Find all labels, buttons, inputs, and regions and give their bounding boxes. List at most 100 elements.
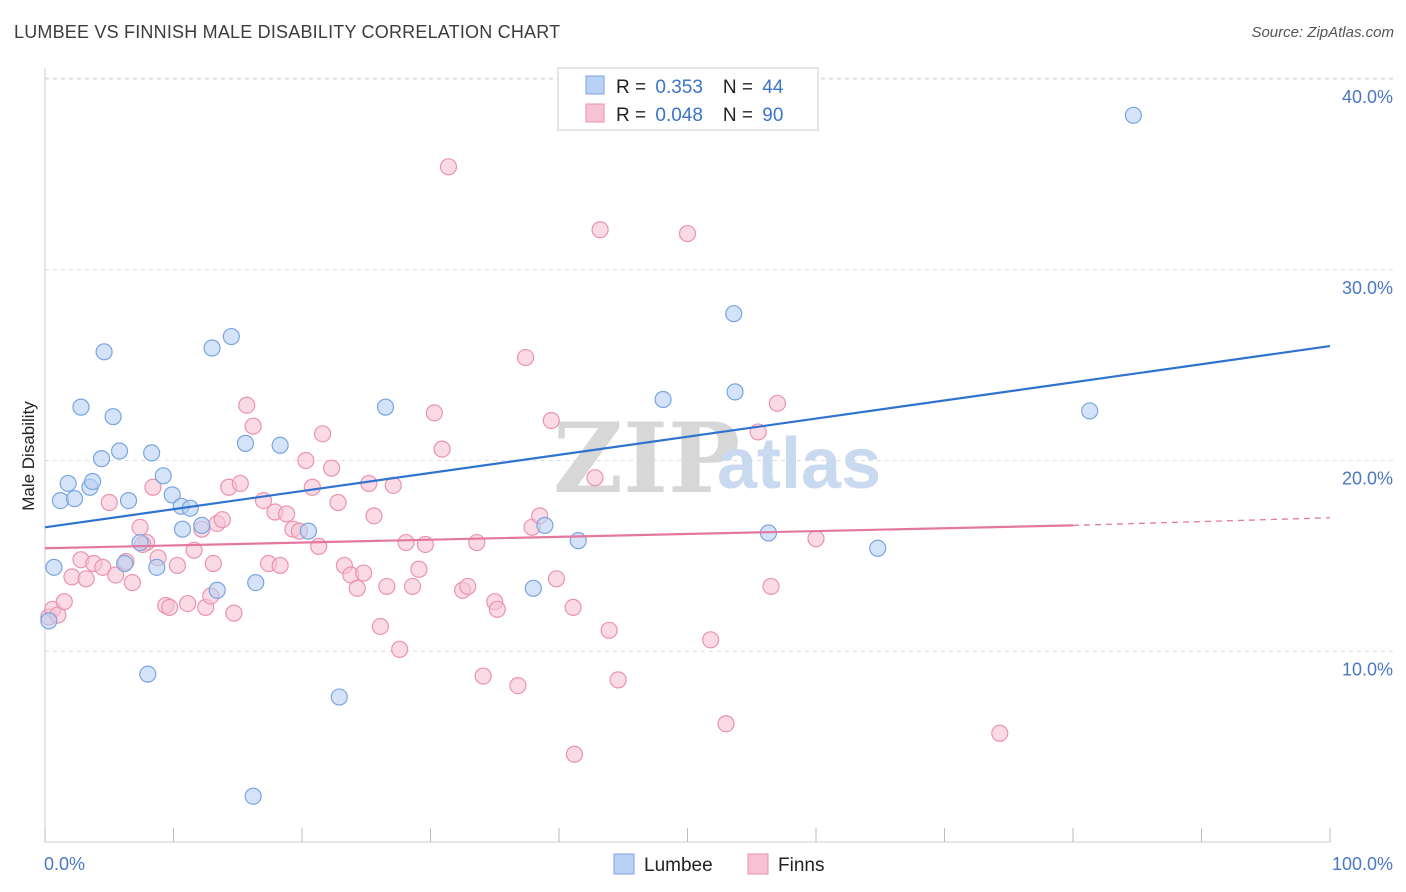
point-finns <box>55 593 73 611</box>
point-finns <box>238 396 256 414</box>
point-lumbee <box>83 472 102 491</box>
point-finns <box>100 493 118 512</box>
y-tick-label: 20.0% <box>1342 469 1393 489</box>
point-finns <box>488 600 506 618</box>
point-lumbee <box>869 539 887 557</box>
point-finns <box>991 724 1009 742</box>
point-finns <box>591 221 609 239</box>
legend-row-lumbee: R = 0.353 N = 44 <box>616 77 784 98</box>
legend-row-finns: R = 0.048 N = 90 <box>616 105 783 126</box>
point-lumbee <box>104 408 122 426</box>
point-finns <box>542 411 560 430</box>
point-finns <box>277 505 296 523</box>
point-finns <box>94 558 112 576</box>
point-finns <box>439 158 458 176</box>
point-finns <box>403 577 422 596</box>
trend-lines <box>44 345 1331 550</box>
point-lumbee <box>536 516 554 534</box>
point-finns <box>410 560 428 578</box>
bottom-legend-label-lumbee: Lumbee <box>644 855 713 876</box>
point-lumbee <box>203 339 221 357</box>
y-tick-label: 40.0% <box>1342 87 1393 107</box>
point-finns <box>123 574 141 592</box>
point-finns <box>244 417 262 435</box>
point-lumbee <box>726 383 744 401</box>
point-lumbee <box>725 305 743 323</box>
point-finns <box>600 621 618 639</box>
legend: R = 0.353 N = 44 R = 0.048 N = 90 <box>557 67 819 131</box>
point-finns <box>107 566 125 584</box>
point-finns <box>565 745 584 763</box>
point-lumbee <box>45 558 63 576</box>
point-finns <box>204 554 222 573</box>
point-finns <box>63 568 81 586</box>
point-finns <box>378 577 396 596</box>
point-finns <box>768 394 787 412</box>
point-lumbee <box>143 444 161 462</box>
point-finns <box>179 594 197 613</box>
point-finns <box>329 493 347 512</box>
point-lumbee <box>92 450 111 468</box>
point-lumbee <box>208 581 226 599</box>
point-finns <box>717 715 735 733</box>
chart-source: Source: ZipAtlas.com <box>1251 24 1394 41</box>
point-lumbee <box>524 579 542 597</box>
point-lumbee <box>193 516 211 534</box>
point-finns <box>131 518 149 536</box>
point-finns <box>609 671 627 689</box>
point-finns <box>516 348 535 367</box>
y-tick-label: 10.0% <box>1342 659 1393 679</box>
watermark-atlas: atlas <box>717 424 881 504</box>
point-lumbee <box>95 343 113 361</box>
point-lumbee <box>222 327 240 346</box>
legend-r-label: R = <box>616 77 651 98</box>
bottom-legend-swatch-lumbee <box>613 853 635 875</box>
point-finns <box>468 533 486 552</box>
trend-line-lumbee <box>44 345 1331 529</box>
legend-swatch-lumbee <box>585 75 605 95</box>
legend-n-value: 90 <box>762 105 783 126</box>
legend-n-label: N = <box>723 105 758 126</box>
point-finns <box>355 564 373 582</box>
x-tick-label: 100.0% <box>1332 854 1393 874</box>
point-lumbee <box>173 520 192 538</box>
y-axis-label: Male Disability <box>19 401 38 511</box>
point-lumbee <box>271 436 289 454</box>
bottom-legend: Lumbee Finns <box>613 853 824 876</box>
point-lumbee <box>119 491 138 510</box>
point-finns <box>303 478 321 496</box>
bottom-legend-swatch-finns <box>747 853 769 875</box>
watermark: ZIP atlas <box>553 402 881 515</box>
point-lumbee <box>59 474 77 493</box>
point-lumbee <box>236 434 255 452</box>
point-finns <box>459 577 477 596</box>
point-lumbee <box>72 398 90 416</box>
point-lumbee <box>376 398 395 416</box>
point-finns <box>297 451 315 470</box>
point-lumbee <box>1081 402 1099 420</box>
point-finns <box>433 440 451 458</box>
point-finns <box>807 530 825 548</box>
point-finns <box>310 537 328 555</box>
point-finns <box>762 577 780 596</box>
point-lumbee <box>330 688 348 706</box>
point-finns <box>365 507 383 525</box>
point-lumbee <box>163 486 181 504</box>
legend-r-value: 0.048 <box>655 105 703 126</box>
point-finns <box>678 224 697 243</box>
point-lumbee <box>51 491 70 510</box>
chart-title: LUMBEE VS FINNISH MALE DISABILITY CORREL… <box>14 22 561 42</box>
point-lumbee <box>654 390 672 409</box>
point-finns <box>371 617 389 636</box>
point-finns <box>425 404 443 422</box>
point-finns <box>547 570 566 588</box>
point-lumbee <box>139 665 157 683</box>
data-points <box>40 106 1142 805</box>
point-lumbee <box>110 442 129 460</box>
legend-swatch-finns <box>585 103 605 123</box>
x-tick-label: 0.0% <box>44 854 85 874</box>
point-finns <box>271 556 289 575</box>
legend-n-value: 44 <box>762 77 784 98</box>
legend-r-value: 0.353 <box>655 77 703 98</box>
point-finns <box>144 478 162 496</box>
